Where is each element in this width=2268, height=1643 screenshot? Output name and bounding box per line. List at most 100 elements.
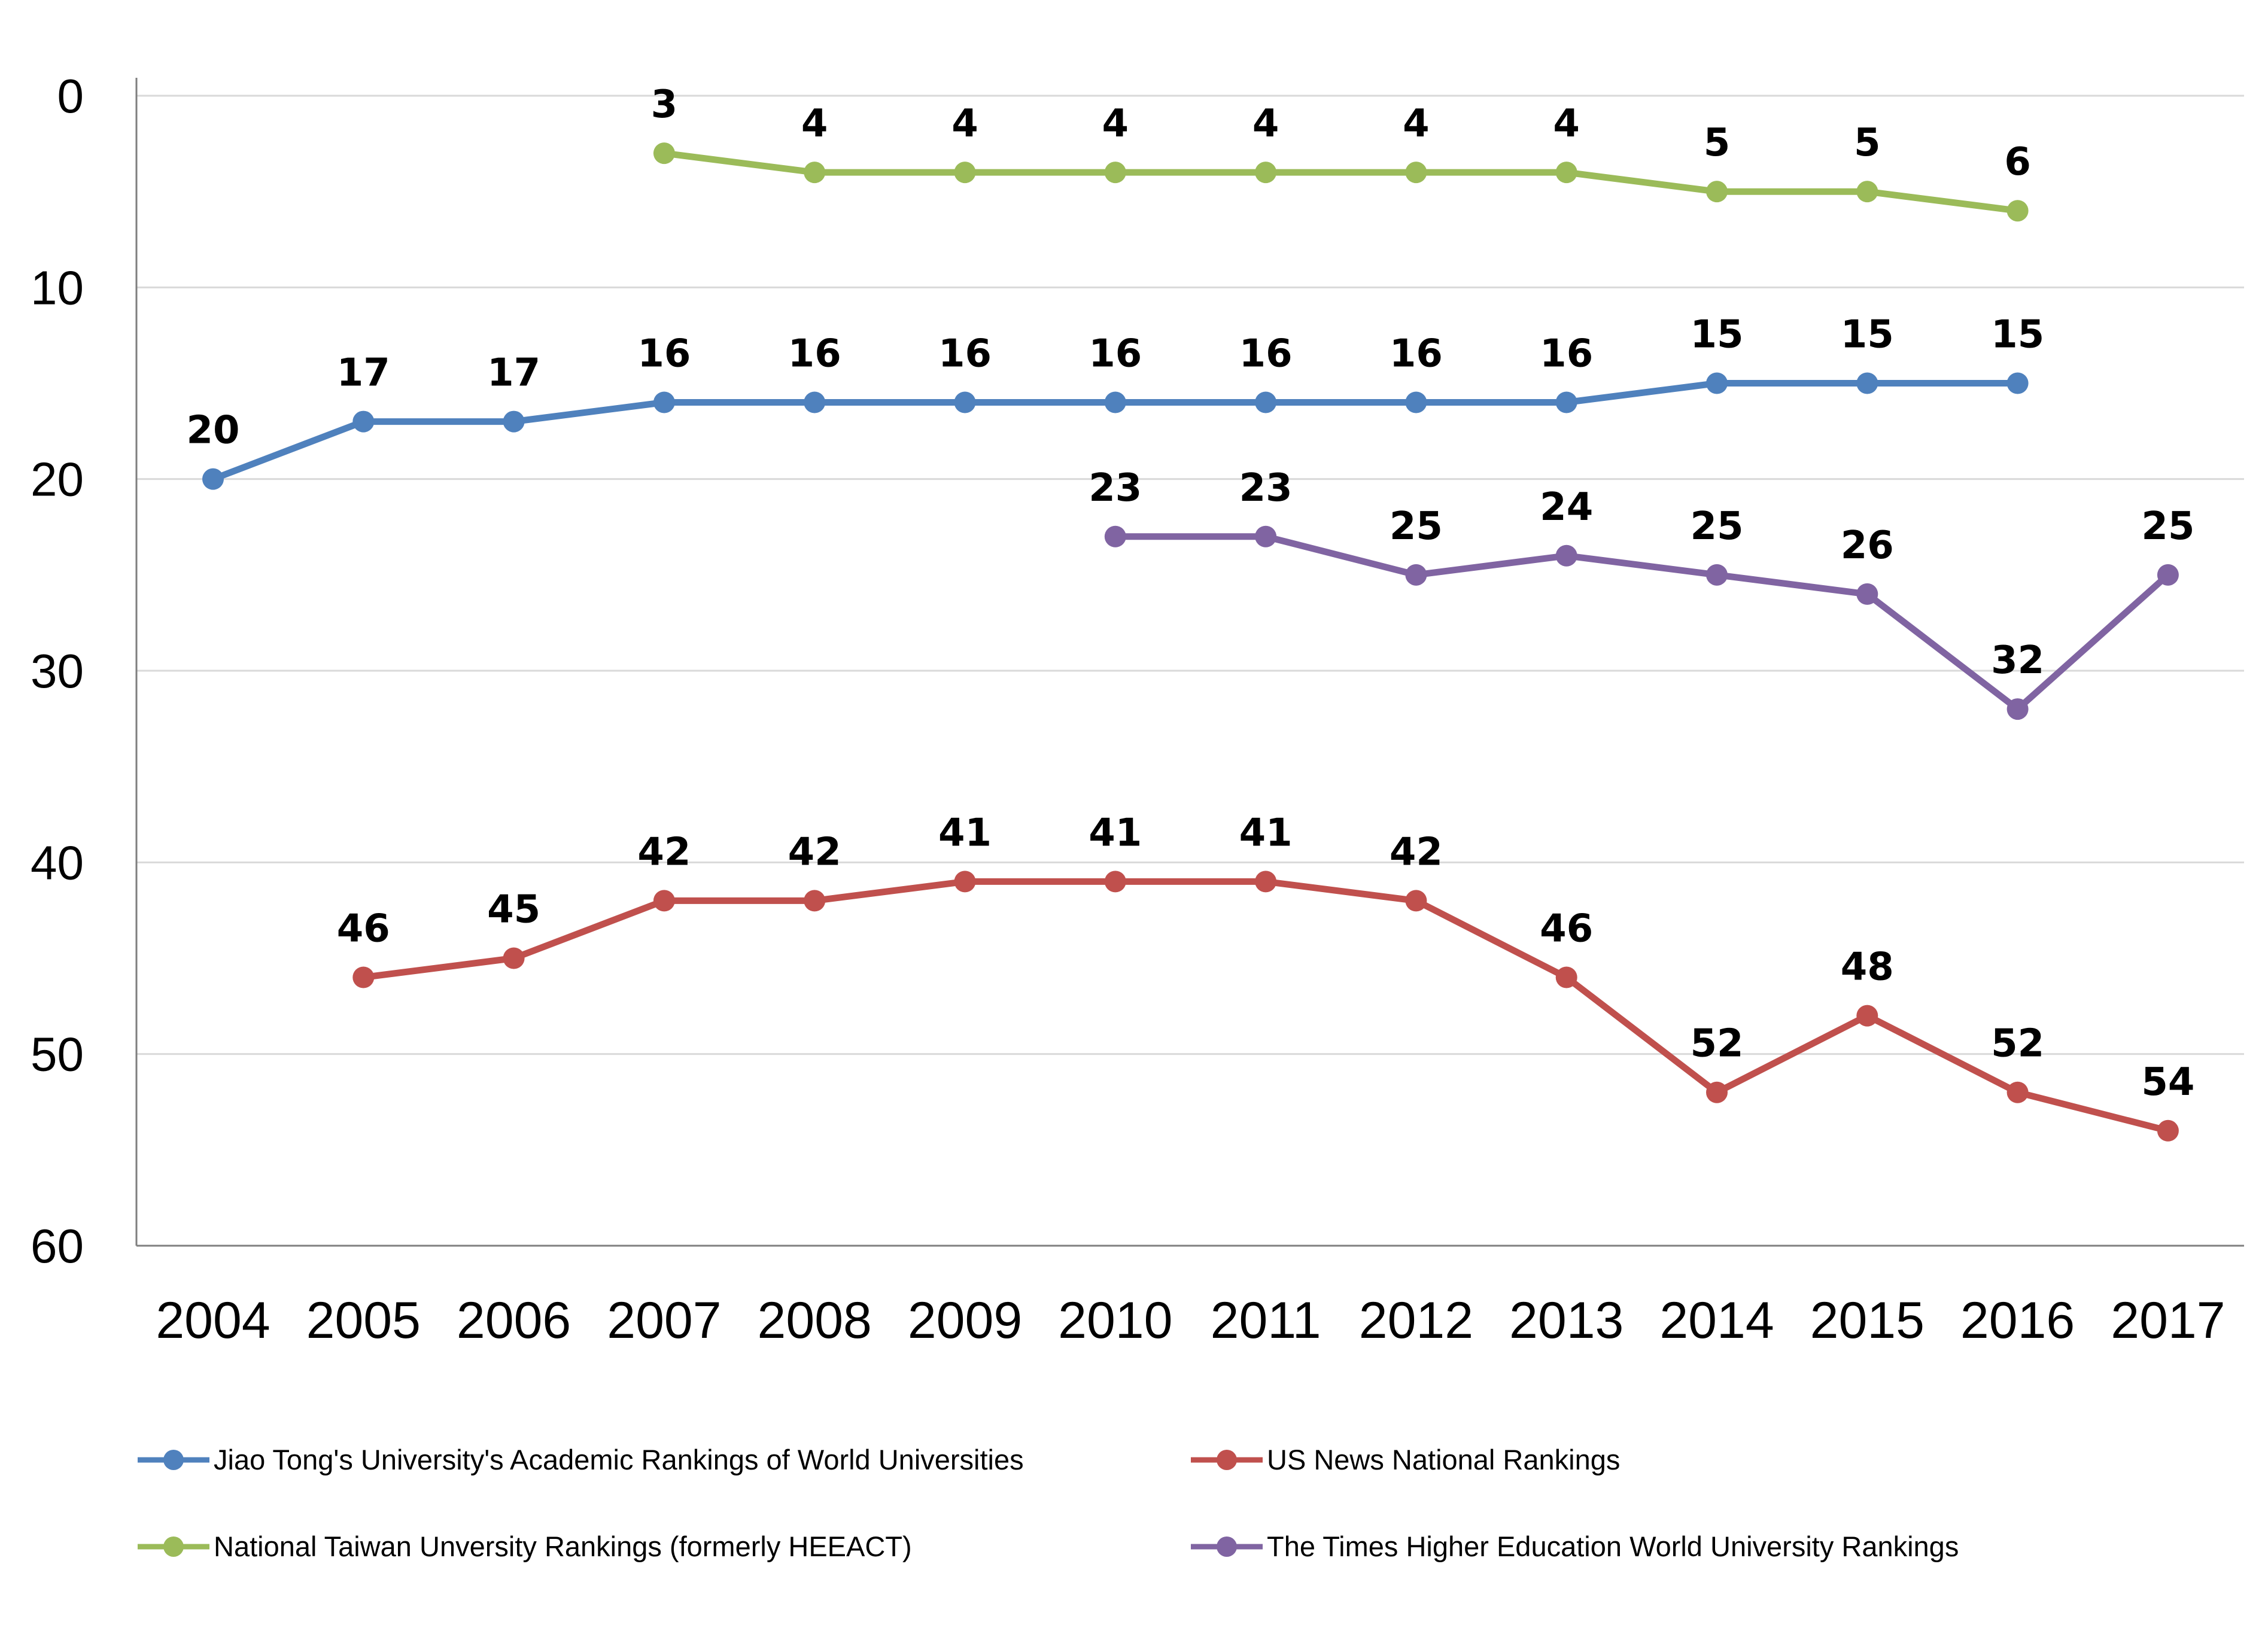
data-label: 4 bbox=[1252, 102, 1279, 146]
data-label: 46 bbox=[1540, 907, 1593, 951]
data-point bbox=[1104, 162, 1126, 184]
data-label: 16 bbox=[1540, 332, 1593, 376]
data-label: 4 bbox=[951, 102, 978, 146]
y-tick-label: 30 bbox=[31, 644, 84, 698]
data-point bbox=[503, 410, 525, 433]
data-point bbox=[2006, 1081, 2029, 1103]
data-label: 24 bbox=[1540, 485, 1593, 530]
data-point bbox=[804, 890, 826, 912]
data-label: 25 bbox=[1390, 504, 1443, 549]
data-point bbox=[653, 890, 675, 912]
data-label: 15 bbox=[1690, 313, 1743, 357]
data-point bbox=[1405, 162, 1427, 184]
data-point bbox=[653, 142, 675, 165]
data-point bbox=[1856, 181, 1878, 203]
legend-label: Jiao Tong's University's Academic Rankin… bbox=[214, 1444, 1024, 1475]
data-point bbox=[2157, 1119, 2179, 1142]
data-point bbox=[1555, 391, 1577, 413]
data-label: 5 bbox=[1854, 121, 1881, 165]
data-label: 41 bbox=[938, 811, 992, 855]
series-line-2 bbox=[661, 150, 2021, 214]
data-point bbox=[1104, 525, 1126, 547]
y-tick-label: 0 bbox=[57, 69, 84, 123]
data-point bbox=[653, 391, 675, 413]
x-tick-label: 2004 bbox=[156, 1292, 270, 1349]
data-label: 25 bbox=[1690, 504, 1743, 549]
data-point bbox=[352, 410, 375, 433]
data-label: 16 bbox=[1089, 332, 1142, 376]
x-tick-label: 2008 bbox=[758, 1292, 872, 1349]
data-point bbox=[2157, 564, 2179, 586]
data-point bbox=[804, 391, 826, 413]
data-point bbox=[503, 947, 525, 969]
legend-swatch-marker bbox=[1217, 1536, 1237, 1557]
data-point bbox=[2006, 698, 2029, 720]
data-label: 42 bbox=[637, 830, 691, 874]
data-label: 4 bbox=[1553, 102, 1580, 146]
data-label: 6 bbox=[2004, 140, 2031, 184]
data-label: 16 bbox=[1390, 332, 1443, 376]
data-label: 42 bbox=[1390, 830, 1443, 874]
data-point bbox=[954, 391, 976, 413]
data-label: 17 bbox=[487, 351, 540, 395]
x-tick-label: 2011 bbox=[1211, 1292, 1321, 1349]
data-label: 48 bbox=[1841, 945, 1894, 990]
gridlines bbox=[136, 95, 2244, 1055]
x-tick-label: 2013 bbox=[1509, 1292, 1624, 1349]
legend-label: US News National Rankings bbox=[1267, 1444, 1620, 1475]
data-point bbox=[1255, 162, 1277, 184]
data-point bbox=[1405, 890, 1427, 912]
data-point bbox=[804, 162, 826, 184]
data-label: 20 bbox=[186, 409, 239, 453]
data-label: 45 bbox=[487, 888, 540, 932]
legend-label: National Taiwan Unversity Rankings (form… bbox=[214, 1531, 912, 1562]
data-point bbox=[1405, 564, 1427, 586]
legend-swatch-marker bbox=[163, 1536, 184, 1557]
data-label: 5 bbox=[1704, 121, 1731, 165]
data-label: 23 bbox=[1089, 466, 1142, 510]
data-point bbox=[1706, 564, 1728, 586]
data-point bbox=[1255, 871, 1277, 893]
data-label: 3 bbox=[651, 83, 678, 127]
data-label: 15 bbox=[1991, 313, 2044, 357]
data-label: 42 bbox=[788, 830, 841, 874]
y-tick-label: 20 bbox=[31, 453, 84, 506]
data-point bbox=[1856, 583, 1878, 605]
x-tick-label: 2012 bbox=[1359, 1292, 1473, 1349]
x-tick-label: 2016 bbox=[1960, 1292, 2075, 1349]
data-label: 16 bbox=[788, 332, 841, 376]
data-label: 4 bbox=[1403, 102, 1430, 146]
data-label: 17 bbox=[337, 351, 390, 395]
y-tick-label: 10 bbox=[31, 261, 84, 314]
data-label: 15 bbox=[1841, 313, 1894, 357]
x-tick-label: 2009 bbox=[908, 1292, 1022, 1349]
data-point bbox=[1255, 391, 1277, 413]
x-tick-label: 2014 bbox=[1659, 1292, 1774, 1349]
legend-swatch-marker bbox=[1217, 1450, 1237, 1470]
data-label: 52 bbox=[1690, 1022, 1743, 1066]
legend-swatch-marker bbox=[163, 1450, 184, 1470]
data-label: 52 bbox=[1991, 1022, 2044, 1066]
data-point bbox=[1706, 181, 1728, 203]
y-tick-label: 60 bbox=[31, 1219, 84, 1273]
data-point bbox=[954, 871, 976, 893]
data-point bbox=[1555, 162, 1577, 184]
data-point bbox=[1706, 372, 1728, 394]
y-tick-label: 40 bbox=[31, 836, 84, 889]
data-label: 23 bbox=[1239, 466, 1293, 510]
data-label: 54 bbox=[2141, 1060, 2194, 1105]
data-label: 4 bbox=[801, 102, 828, 146]
legend: Jiao Tong's University's Academic Rankin… bbox=[138, 1444, 1959, 1562]
y-tick-label: 50 bbox=[31, 1028, 84, 1081]
series-line-1 bbox=[360, 878, 2172, 1134]
data-point bbox=[1104, 871, 1126, 893]
data-point bbox=[1706, 1081, 1728, 1103]
data-label: 4 bbox=[1102, 102, 1129, 146]
data-point bbox=[1555, 544, 1577, 567]
data-label: 26 bbox=[1841, 524, 1894, 568]
x-tick-label: 2007 bbox=[607, 1292, 721, 1349]
x-tick-label: 2015 bbox=[1810, 1292, 1925, 1349]
